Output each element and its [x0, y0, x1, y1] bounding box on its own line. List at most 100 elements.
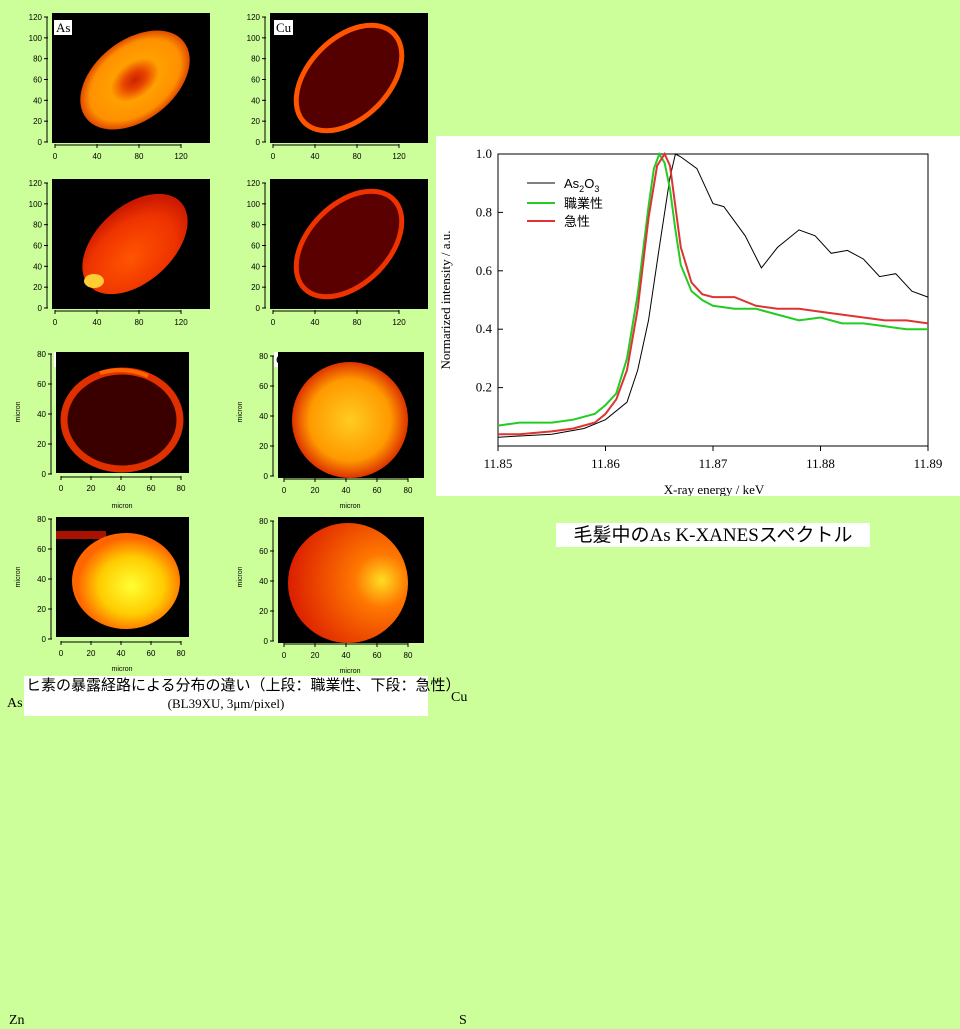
x-tick-label: 0 [59, 484, 64, 493]
y-tick-label: 0 [42, 470, 47, 479]
map-zn-bottom: 0 20 40 60 80 0 20 40 60 80 micron micron Zn [0, 505, 220, 1028]
x-tick-label: 20 [87, 649, 96, 658]
zn-streak [56, 531, 106, 539]
y-ticks: 0 20 40 60 80 [37, 515, 52, 644]
x-tick-label: 0 [53, 152, 58, 161]
x-ticks: 0 40 80 120 [271, 310, 406, 327]
y-ticks: 0 20 40 60 80 [259, 352, 274, 481]
xanes-chart-svg: 11.85 11.86 11.87 11.88 11.89 0.2 0.4 0.6 0.8 1.0… [438, 146, 943, 497]
xanes-chart: 11.85 11.86 11.87 11.88 11.89 0.2 0.4 0.6 0.8 1.0… [436, 136, 960, 497]
x-tick-label: 0 [271, 152, 276, 161]
x-tick-label: 11.85 [484, 456, 513, 471]
x-tick-label: 40 [342, 486, 351, 495]
x-tick-label: 11.89 [914, 456, 943, 471]
map-ga-top-svg: 0 20 40 60 80 100 120 0 40 80 120 [247, 179, 428, 327]
x-tick-label: 60 [373, 651, 382, 660]
x-axis-label: micron [111, 666, 132, 673]
x-tick-label: 20 [311, 486, 320, 495]
x-tick-label: 40 [311, 152, 320, 161]
spectrum-title-main: As K-XANES [649, 525, 759, 546]
y-tick-label: 40 [259, 412, 268, 421]
series-line-1 [497, 151, 928, 427]
x-tick-label: 20 [87, 484, 96, 493]
y-tick-label: 40 [37, 575, 46, 584]
figure-caption: ヒ素の暴露経路による分布の違い（上段：職業性、下段：急性） (BL39XU, 3… [24, 676, 461, 716]
x-tick-label: 0 [282, 651, 287, 660]
y-axis-label: micron [15, 401, 22, 422]
map-s-bottom: 0 20 40 60 80 0 20 40 60 80 micron micron S [222, 505, 467, 1028]
x-ticks: 0 20 40 60 80 [282, 478, 413, 495]
legend-label-as2o3: As2O3 [564, 176, 599, 194]
x-tick-label: 80 [353, 152, 362, 161]
x-axis-label: micron [339, 668, 360, 675]
x-tick-label: 60 [373, 486, 382, 495]
x-tick-label: 0 [282, 486, 287, 495]
y-tick-label: 0.2 [476, 380, 492, 395]
legend: As2O3 職業性 急性 [527, 176, 603, 230]
y-tick-label: 20 [259, 607, 268, 616]
x-tick-label: 40 [117, 649, 126, 658]
x-tick-label: 0 [271, 318, 276, 327]
y-tick-label: 80 [37, 350, 46, 359]
y-ticks: 0 20 40 60 80 100 120 [29, 13, 48, 147]
y-tick-label: 100 [247, 34, 261, 43]
element-label-as: As [54, 20, 73, 35]
x-tick-label: 120 [392, 152, 406, 161]
y-tick-label: 60 [259, 547, 268, 556]
x-ticks: 0 20 40 60 80 [59, 476, 186, 493]
y-tick-label: 80 [251, 55, 260, 64]
x-tick-label: 120 [392, 318, 406, 327]
x-tick-label: 11.88 [806, 456, 835, 471]
y-tick-label: 80 [259, 517, 268, 526]
x-tick-label: 80 [177, 649, 186, 658]
spectrum-title: 毛髪中のAs K-XANESスペクトル [556, 523, 870, 547]
x-tick-label: 40 [93, 152, 102, 161]
y-tick-label: 0 [38, 138, 43, 147]
element-label-cu: Cu [274, 20, 294, 35]
y-tick-label: 1.0 [476, 146, 492, 161]
element-label-zn-bottom: Zn [9, 1013, 25, 1028]
x-tick-label: 80 [177, 484, 186, 493]
x-tick-label: 80 [404, 486, 413, 495]
y-tick-label: 0 [256, 138, 261, 147]
zn-distribution [82, 193, 188, 295]
map-as-top: 0 20 40 60 80 100 120 0 40 80 120 As [0, 0, 220, 175]
y-tick-label: 0 [42, 635, 47, 644]
series-group [497, 151, 929, 438]
map-as-top-svg: 0 20 40 60 80 100 120 0 40 80 120 [29, 13, 210, 161]
y-tick-label: 100 [247, 200, 261, 209]
y-tick-label: 20 [37, 605, 46, 614]
x-tick-label: 0 [59, 649, 64, 658]
x-tick-label: 0 [53, 318, 58, 327]
y-axis-label: micron [237, 401, 244, 422]
y-tick-label: 0 [264, 637, 269, 646]
y-tick-label: 120 [247, 13, 261, 22]
x-tick-label: 120 [174, 152, 188, 161]
zn-hotspot [84, 274, 104, 288]
plot-frame [497, 153, 929, 447]
map-as-bottom-svg: 0 20 40 60 80 0 20 40 60 80 micron micron [15, 350, 189, 510]
y-tick-label: 80 [37, 515, 46, 524]
as-ring [60, 367, 184, 473]
as-distribution [80, 30, 190, 130]
cu-distribution [292, 362, 408, 478]
tick-group: 11.85 11.86 11.87 11.88 11.89 0.2 0.4 0.6 0.8 1.0 [476, 146, 943, 471]
x-ticks: 0 20 40 60 80 [59, 641, 186, 658]
map-as-bottom: 0 20 40 60 80 0 20 40 60 80 micron micron As [0, 340, 220, 711]
y-tick-label: 60 [33, 76, 42, 85]
map-cu-top-svg: 0 20 40 60 80 100 120 0 40 80 120 [247, 13, 428, 161]
caption-line-1: ヒ素の暴露経路による分布の違い（上段：職業性、下段：急性） [26, 676, 461, 694]
x-axis-title: X-ray energy / keV [664, 482, 765, 496]
x-axis-label: micron [339, 503, 360, 510]
x-tick-label: 60 [147, 649, 156, 658]
x-ticks: 0 40 80 120 [53, 310, 188, 327]
y-axis-label: micron [237, 566, 244, 587]
y-tick-label: 80 [259, 352, 268, 361]
map-cu-top: 0 20 40 60 80 100 120 0 40 80 120 Cu [218, 0, 438, 175]
y-tick-label: 20 [259, 442, 268, 451]
y-axis-label: micron [15, 566, 22, 587]
x-tick-label: 11.87 [699, 456, 728, 471]
map-zn-top-svg: 0 20 40 60 80 100 120 0 40 80 120 [29, 179, 210, 327]
x-ticks: 0 40 80 120 [53, 144, 188, 161]
